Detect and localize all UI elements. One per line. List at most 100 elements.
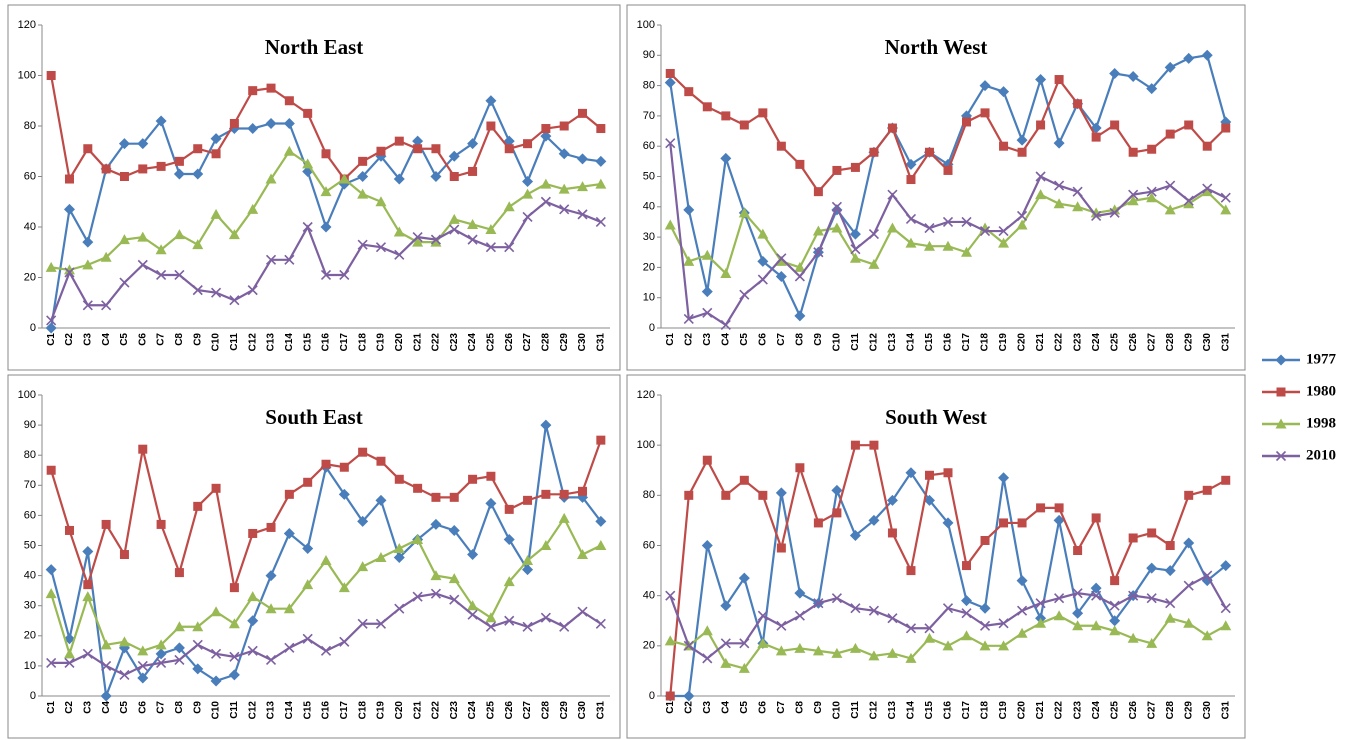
marker [961,608,972,619]
marker [905,467,917,479]
x-tick-label: C6 [757,333,768,346]
x-tick-label: C21 [412,333,423,352]
x-tick-label: C31 [595,701,606,720]
y-tick-label: 100 [18,389,36,401]
marker [665,691,675,701]
x-tick-label: C26 [1128,701,1139,720]
marker [1035,171,1046,182]
x-tick-label: C8 [174,333,185,346]
marker [523,495,533,505]
marker [229,583,239,593]
marker [1202,141,1212,151]
y-tick-label: 70 [643,110,655,122]
marker [63,203,75,215]
marker [577,209,588,220]
x-tick-label: C5 [119,701,130,714]
legend-label: 1980 [1306,383,1336,399]
marker [45,588,57,599]
marker [193,144,203,154]
x-tick-label: C29 [559,701,570,720]
x-tick-label: C28 [1165,333,1176,352]
marker [887,613,898,624]
marker [541,489,551,499]
marker [119,277,130,288]
x-tick-label: C26 [504,333,515,352]
x-tick-label: C16 [321,701,332,720]
marker [757,255,769,267]
x-tick-label: C8 [174,701,185,714]
marker [357,188,369,199]
marker [247,591,259,602]
marker [541,124,551,134]
marker [1109,67,1121,79]
marker [468,474,478,484]
chart-title: North East [265,35,364,59]
marker [173,229,185,240]
x-tick-label: C14 [906,333,917,352]
panel-frame [626,4,1246,371]
marker [63,264,75,275]
x-tick-label: C19 [376,333,387,352]
y-tick-label: 40 [643,590,655,602]
marker [45,564,57,576]
marker [1016,134,1028,146]
marker [82,236,94,248]
marker [906,175,916,185]
x-tick-label: C24 [1091,333,1102,352]
marker [138,444,148,454]
x-tick-label: C2 [683,701,694,714]
x-tick-label: C8 [795,701,806,714]
marker [1165,129,1175,139]
marker [1072,201,1084,212]
marker [46,71,56,80]
marker [813,247,824,258]
marker [701,249,713,260]
marker [1127,71,1139,83]
y-tick-label: 20 [24,271,36,283]
x-tick-label: C14 [284,701,295,720]
x-tick-label: C17 [961,333,972,352]
y-tick-label: 60 [643,539,655,551]
marker [155,639,167,650]
x-tick-label: C19 [376,701,387,720]
marker [999,518,1009,528]
marker [265,603,277,614]
marker [485,497,497,509]
marker [887,189,898,200]
marker [558,148,570,160]
marker [522,176,534,188]
x-tick-label: C10 [832,333,843,352]
marker [1201,630,1213,641]
x-tick-label: C4 [720,701,731,714]
marker [979,80,991,92]
marker [523,139,533,149]
y-tick-label: 50 [643,170,655,182]
marker [1109,204,1121,215]
marker [303,108,313,118]
marker [757,274,768,285]
marker [738,662,750,673]
marker [1017,147,1027,157]
x-tick-label: C10 [211,701,222,720]
marker [357,618,368,629]
marker [45,322,57,334]
x-tick-label: C13 [887,701,898,720]
marker [174,654,185,665]
marker [596,124,606,134]
marker [702,307,713,318]
y-tick-label: 60 [643,140,655,152]
marker [979,225,991,237]
marker [1202,183,1213,194]
marker [376,456,386,466]
x-tick-label: C11 [229,701,240,719]
marker [849,252,861,263]
x-tick-label: C27 [1146,701,1157,720]
marker [100,251,112,262]
marker [1036,503,1046,513]
marker [522,188,534,199]
marker [1110,576,1120,586]
marker [924,147,934,157]
marker [739,475,749,485]
x-tick-label: C7 [156,333,167,346]
x-tick-label: C30 [577,333,588,352]
